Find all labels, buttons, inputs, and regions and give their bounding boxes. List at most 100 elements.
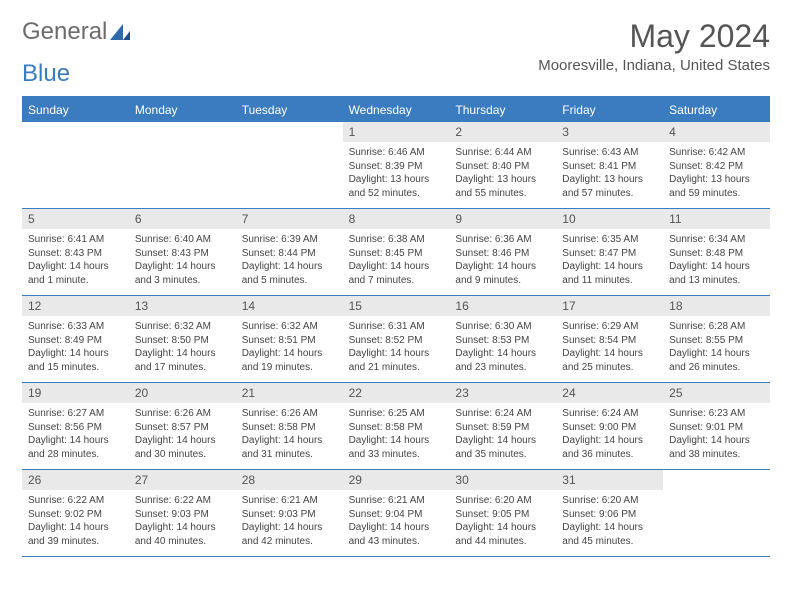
day-number: 11 bbox=[663, 209, 770, 229]
week-row: 19Sunrise: 6:27 AMSunset: 8:56 PMDayligh… bbox=[22, 383, 770, 470]
sunset-text: Sunset: 8:39 PM bbox=[349, 160, 444, 174]
day-cell: 30Sunrise: 6:20 AMSunset: 9:05 PMDayligh… bbox=[449, 470, 556, 556]
day-body: Sunrise: 6:26 AMSunset: 8:58 PMDaylight:… bbox=[236, 403, 343, 467]
sunrise-text: Sunrise: 6:32 AM bbox=[242, 320, 337, 334]
day-cell: 14Sunrise: 6:32 AMSunset: 8:51 PMDayligh… bbox=[236, 296, 343, 382]
day-cell: 20Sunrise: 6:26 AMSunset: 8:57 PMDayligh… bbox=[129, 383, 236, 469]
sunset-text: Sunset: 9:01 PM bbox=[669, 421, 764, 435]
sunset-text: Sunset: 9:04 PM bbox=[349, 508, 444, 522]
sunset-text: Sunset: 9:06 PM bbox=[562, 508, 657, 522]
day-number: 16 bbox=[449, 296, 556, 316]
sunrise-text: Sunrise: 6:27 AM bbox=[28, 407, 123, 421]
day-number: 8 bbox=[343, 209, 450, 229]
sunset-text: Sunset: 8:43 PM bbox=[28, 247, 123, 261]
daylight-text: Daylight: 14 hours and 38 minutes. bbox=[669, 434, 764, 461]
day-cell bbox=[236, 122, 343, 208]
sunset-text: Sunset: 8:58 PM bbox=[349, 421, 444, 435]
day-cell: 17Sunrise: 6:29 AMSunset: 8:54 PMDayligh… bbox=[556, 296, 663, 382]
day-body: Sunrise: 6:33 AMSunset: 8:49 PMDaylight:… bbox=[22, 316, 129, 380]
day-number: 6 bbox=[129, 209, 236, 229]
sunrise-text: Sunrise: 6:36 AM bbox=[455, 233, 550, 247]
day-body: Sunrise: 6:35 AMSunset: 8:47 PMDaylight:… bbox=[556, 229, 663, 293]
daylight-text: Daylight: 14 hours and 17 minutes. bbox=[135, 347, 230, 374]
day-number: 18 bbox=[663, 296, 770, 316]
day-body: Sunrise: 6:24 AMSunset: 8:59 PMDaylight:… bbox=[449, 403, 556, 467]
daylight-text: Daylight: 14 hours and 30 minutes. bbox=[135, 434, 230, 461]
sunrise-text: Sunrise: 6:22 AM bbox=[28, 494, 123, 508]
day-number: 4 bbox=[663, 122, 770, 142]
sunrise-text: Sunrise: 6:35 AM bbox=[562, 233, 657, 247]
sunrise-text: Sunrise: 6:38 AM bbox=[349, 233, 444, 247]
day-body: Sunrise: 6:40 AMSunset: 8:43 PMDaylight:… bbox=[129, 229, 236, 293]
day-cell: 11Sunrise: 6:34 AMSunset: 8:48 PMDayligh… bbox=[663, 209, 770, 295]
sunrise-text: Sunrise: 6:46 AM bbox=[349, 146, 444, 160]
day-cell: 26Sunrise: 6:22 AMSunset: 9:02 PMDayligh… bbox=[22, 470, 129, 556]
sunrise-text: Sunrise: 6:43 AM bbox=[562, 146, 657, 160]
sunrise-text: Sunrise: 6:25 AM bbox=[349, 407, 444, 421]
day-number: 31 bbox=[556, 470, 663, 490]
day-cell: 29Sunrise: 6:21 AMSunset: 9:04 PMDayligh… bbox=[343, 470, 450, 556]
day-number: 13 bbox=[129, 296, 236, 316]
sunrise-text: Sunrise: 6:39 AM bbox=[242, 233, 337, 247]
daylight-text: Daylight: 14 hours and 7 minutes. bbox=[349, 260, 444, 287]
sunrise-text: Sunrise: 6:21 AM bbox=[242, 494, 337, 508]
day-cell: 18Sunrise: 6:28 AMSunset: 8:55 PMDayligh… bbox=[663, 296, 770, 382]
daylight-text: Daylight: 14 hours and 33 minutes. bbox=[349, 434, 444, 461]
day-number: 25 bbox=[663, 383, 770, 403]
week-row: 5Sunrise: 6:41 AMSunset: 8:43 PMDaylight… bbox=[22, 209, 770, 296]
week-row: 26Sunrise: 6:22 AMSunset: 9:02 PMDayligh… bbox=[22, 470, 770, 557]
day-cell: 6Sunrise: 6:40 AMSunset: 8:43 PMDaylight… bbox=[129, 209, 236, 295]
day-number: 21 bbox=[236, 383, 343, 403]
sunset-text: Sunset: 8:59 PM bbox=[455, 421, 550, 435]
sunset-text: Sunset: 9:00 PM bbox=[562, 421, 657, 435]
daylight-text: Daylight: 14 hours and 21 minutes. bbox=[349, 347, 444, 374]
day-cell: 3Sunrise: 6:43 AMSunset: 8:41 PMDaylight… bbox=[556, 122, 663, 208]
sunrise-text: Sunrise: 6:26 AM bbox=[242, 407, 337, 421]
day-cell: 24Sunrise: 6:24 AMSunset: 9:00 PMDayligh… bbox=[556, 383, 663, 469]
day-number: 22 bbox=[343, 383, 450, 403]
daylight-text: Daylight: 14 hours and 1 minute. bbox=[28, 260, 123, 287]
dow-monday: Monday bbox=[129, 98, 236, 122]
day-body: Sunrise: 6:20 AMSunset: 9:05 PMDaylight:… bbox=[449, 490, 556, 554]
sunset-text: Sunset: 8:48 PM bbox=[669, 247, 764, 261]
day-body: Sunrise: 6:24 AMSunset: 9:00 PMDaylight:… bbox=[556, 403, 663, 467]
day-body: Sunrise: 6:39 AMSunset: 8:44 PMDaylight:… bbox=[236, 229, 343, 293]
day-cell: 21Sunrise: 6:26 AMSunset: 8:58 PMDayligh… bbox=[236, 383, 343, 469]
day-cell: 31Sunrise: 6:20 AMSunset: 9:06 PMDayligh… bbox=[556, 470, 663, 556]
sunset-text: Sunset: 8:50 PM bbox=[135, 334, 230, 348]
sunrise-text: Sunrise: 6:29 AM bbox=[562, 320, 657, 334]
sunrise-text: Sunrise: 6:33 AM bbox=[28, 320, 123, 334]
sunset-text: Sunset: 8:56 PM bbox=[28, 421, 123, 435]
day-number: 12 bbox=[22, 296, 129, 316]
day-body: Sunrise: 6:30 AMSunset: 8:53 PMDaylight:… bbox=[449, 316, 556, 380]
day-number: 7 bbox=[236, 209, 343, 229]
dow-friday: Friday bbox=[556, 98, 663, 122]
day-number: 1 bbox=[343, 122, 450, 142]
day-cell: 8Sunrise: 6:38 AMSunset: 8:45 PMDaylight… bbox=[343, 209, 450, 295]
dow-thursday: Thursday bbox=[449, 98, 556, 122]
day-number: 14 bbox=[236, 296, 343, 316]
day-number: 24 bbox=[556, 383, 663, 403]
sunrise-text: Sunrise: 6:41 AM bbox=[28, 233, 123, 247]
day-body: Sunrise: 6:27 AMSunset: 8:56 PMDaylight:… bbox=[22, 403, 129, 467]
sunset-text: Sunset: 8:52 PM bbox=[349, 334, 444, 348]
day-number: 2 bbox=[449, 122, 556, 142]
day-cell: 9Sunrise: 6:36 AMSunset: 8:46 PMDaylight… bbox=[449, 209, 556, 295]
daylight-text: Daylight: 14 hours and 11 minutes. bbox=[562, 260, 657, 287]
daylight-text: Daylight: 14 hours and 5 minutes. bbox=[242, 260, 337, 287]
sunrise-text: Sunrise: 6:21 AM bbox=[349, 494, 444, 508]
day-body: Sunrise: 6:22 AMSunset: 9:02 PMDaylight:… bbox=[22, 490, 129, 554]
day-of-week-row: Sunday Monday Tuesday Wednesday Thursday… bbox=[22, 98, 770, 122]
day-body: Sunrise: 6:32 AMSunset: 8:50 PMDaylight:… bbox=[129, 316, 236, 380]
day-cell: 22Sunrise: 6:25 AMSunset: 8:58 PMDayligh… bbox=[343, 383, 450, 469]
daylight-text: Daylight: 14 hours and 36 minutes. bbox=[562, 434, 657, 461]
day-body: Sunrise: 6:41 AMSunset: 8:43 PMDaylight:… bbox=[22, 229, 129, 293]
daylight-text: Daylight: 14 hours and 40 minutes. bbox=[135, 521, 230, 548]
sunrise-text: Sunrise: 6:26 AM bbox=[135, 407, 230, 421]
day-body: Sunrise: 6:25 AMSunset: 8:58 PMDaylight:… bbox=[343, 403, 450, 467]
day-cell: 16Sunrise: 6:30 AMSunset: 8:53 PMDayligh… bbox=[449, 296, 556, 382]
day-body: Sunrise: 6:34 AMSunset: 8:48 PMDaylight:… bbox=[663, 229, 770, 293]
title-block: May 2024 Mooresville, Indiana, United St… bbox=[538, 18, 770, 74]
daylight-text: Daylight: 14 hours and 23 minutes. bbox=[455, 347, 550, 374]
day-number: 27 bbox=[129, 470, 236, 490]
